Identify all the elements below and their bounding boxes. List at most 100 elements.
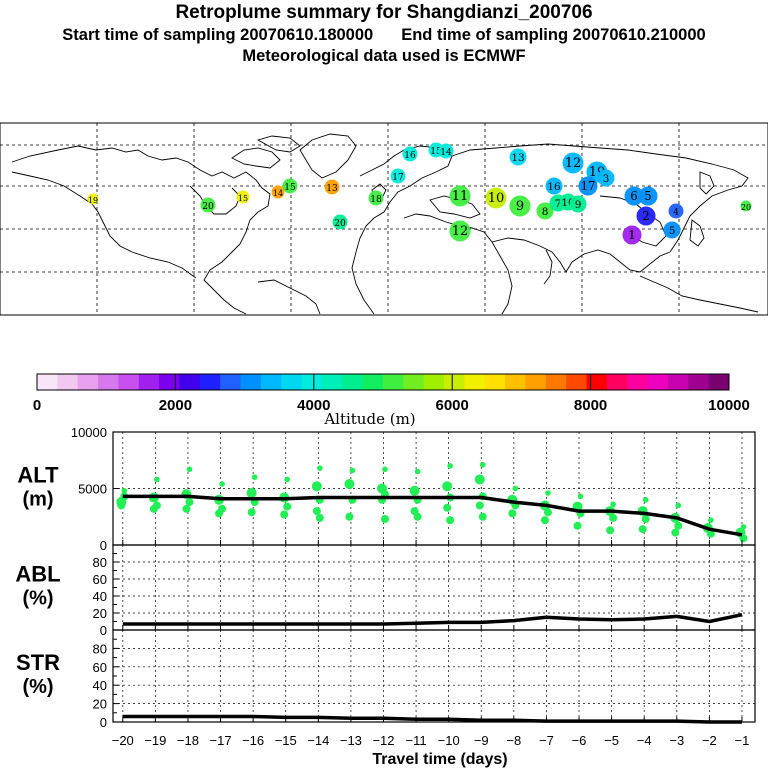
series-line (122, 494, 743, 537)
coastlines (11, 133, 759, 315)
plume-marker (509, 148, 527, 166)
plume-label: 19 (88, 196, 98, 205)
altitude-point (315, 513, 324, 522)
altitude-point (671, 528, 680, 537)
altitude-point (219, 481, 225, 487)
x-tick-label: −7 (539, 733, 554, 748)
altitude-point (512, 485, 519, 492)
plume-label: 15 (430, 147, 442, 157)
altitude-point (154, 476, 160, 483)
colorbar-swatch (321, 374, 343, 390)
altitude-point (577, 493, 584, 500)
sampling-times: Start time of sampling 20070610.180000 En… (0, 26, 768, 45)
x-tick-label: −1 (735, 733, 750, 748)
plume-label: 13 (326, 184, 338, 194)
plume-label: 5 (644, 189, 651, 203)
altitude-point (280, 510, 289, 519)
altitude-point (345, 512, 354, 521)
altitude-point (610, 501, 616, 508)
colorbar-swatch (525, 374, 547, 390)
altitude-point (573, 521, 582, 530)
met-data-label: Meteorological data used is ECMWF (242, 47, 526, 65)
plume-label: 14 (440, 148, 452, 158)
y-tick-label: 60 (93, 660, 107, 675)
plume-marker (271, 185, 285, 199)
altitude-point (121, 487, 128, 494)
colorbar-swatch (220, 374, 242, 390)
plume-label: 3 (603, 173, 610, 185)
plume-label: 13 (511, 152, 524, 164)
colorbar-tick-label: 6000 (436, 397, 469, 414)
altitude-point (186, 466, 193, 473)
colorbar-swatch (179, 374, 201, 390)
plume-label: 12 (565, 156, 582, 171)
altitude-point (380, 515, 389, 524)
y-tick-label: 40 (93, 678, 107, 693)
x-axis-label: Travel time (days) (372, 751, 507, 768)
colorbar-swatch (301, 374, 323, 390)
colorbar-swatch (199, 374, 221, 390)
plume-label: 4 (673, 208, 679, 218)
plume-marker (332, 214, 348, 230)
colorbar-tick-label: 8000 (574, 397, 607, 414)
plume-marker (663, 221, 681, 239)
altitude-colorbar: 0 2000 4000 6000 8000 10000 (33, 373, 750, 414)
colorbar-swatch (77, 374, 99, 390)
y-tick-label: 80 (93, 555, 107, 570)
panel-abl: 0 20 40 60 80 ABL(%) (15, 544, 756, 638)
altitude-point (349, 467, 356, 474)
altitude-point (182, 504, 191, 513)
y-axis-unit: (m) (22, 489, 53, 511)
colorbar-swatch (383, 374, 404, 390)
colorbar-swatch (647, 374, 669, 390)
y-tick-label: 60 (93, 572, 107, 587)
x-tick-label: −5 (604, 733, 619, 748)
plume-label: 10 (488, 191, 505, 206)
plume-marker (509, 195, 531, 217)
plume-label: 18 (370, 195, 382, 205)
x-tick-label: −17 (210, 733, 232, 748)
altitude-point (447, 463, 453, 469)
y-tick-label: 0 (100, 538, 107, 553)
x-tick-label: −4 (637, 733, 652, 748)
colorbar-swatch (362, 374, 384, 390)
y-tick-label: 10000 (71, 425, 107, 440)
plume-label: 1 (628, 228, 635, 242)
colorbar-swatch (37, 374, 58, 390)
altitude-point (508, 509, 517, 518)
plume-marker (324, 179, 340, 195)
altitude-point (474, 474, 485, 485)
plume-marker (200, 197, 216, 213)
y-tick-label: 0 (100, 715, 107, 730)
x-tick-label: −12 (372, 733, 394, 748)
plume-label: 14 (273, 189, 283, 198)
x-tick-label: −16 (242, 733, 264, 748)
altitude-point (706, 529, 715, 538)
plume-label: 15 (238, 194, 248, 203)
colorbar-title: Altitude (m) (323, 410, 415, 428)
altitude-point (247, 508, 256, 517)
altitude-point (638, 525, 647, 534)
plume-marker (569, 195, 587, 213)
plume-marker (390, 168, 406, 184)
altitude-point (479, 461, 486, 468)
colorbar-swatch (118, 374, 140, 390)
x-tick-label: −2 (702, 733, 717, 748)
plume-label: 15 (284, 183, 296, 193)
y-axis-label: ABL (15, 562, 60, 587)
series-line (122, 714, 742, 724)
time-series-panels: 0500010000ALT(m)020406080ABL(%)020406080… (15, 425, 756, 768)
plume-marker (87, 193, 99, 205)
altitude-point (317, 465, 323, 471)
altitude-point (312, 507, 321, 516)
y-tick-label: 80 (93, 641, 107, 656)
plume-label: 8 (542, 206, 549, 218)
x-tick-label: −8 (506, 733, 521, 748)
altitude-point (382, 466, 388, 473)
plume-label: 5 (669, 225, 676, 237)
plume-label: 7 (555, 198, 562, 210)
altitude-point (675, 502, 682, 509)
altitude-point (246, 488, 257, 499)
